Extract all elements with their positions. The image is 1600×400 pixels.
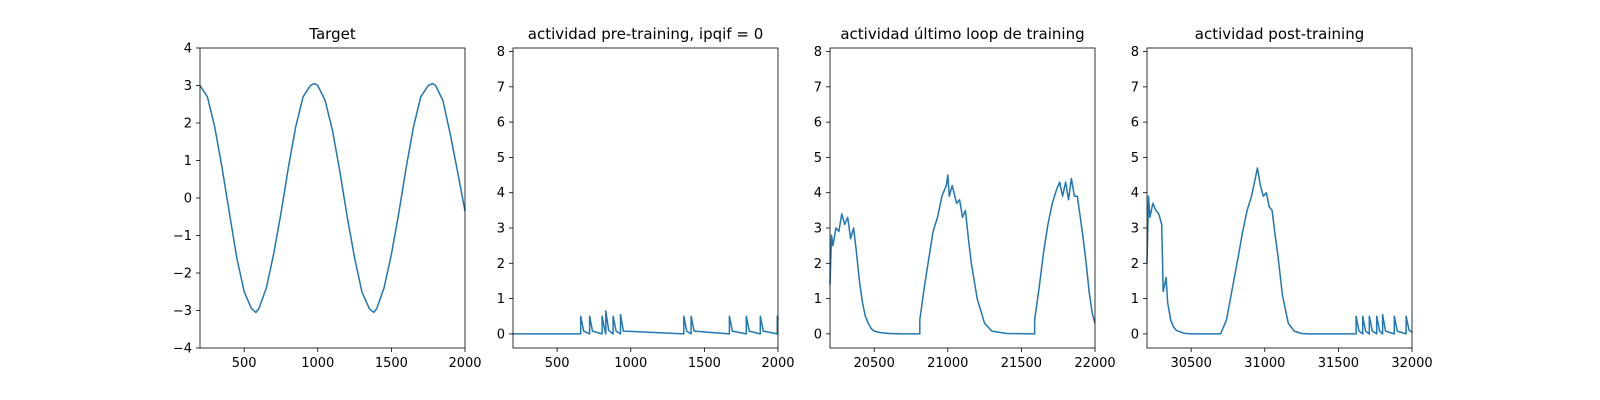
- y-tick-label: 1: [497, 292, 505, 307]
- y-tick-label: 3: [184, 79, 192, 94]
- x-tick-label: 1500: [688, 356, 721, 371]
- y-tick-label: 7: [497, 80, 505, 95]
- x-tick-label: 31500: [1318, 356, 1359, 371]
- y-tick-label: 4: [814, 186, 822, 201]
- axes-frame: [199, 47, 466, 349]
- y-tick-label: 2: [497, 257, 505, 272]
- x-tick-label: 500: [545, 356, 570, 371]
- y-tick-label: 0: [184, 192, 192, 207]
- panel-title: Target: [308, 25, 356, 43]
- y-tick-label: 8: [814, 45, 822, 60]
- x-tick-label: 1500: [375, 356, 408, 371]
- y-tick-label: −1: [173, 229, 192, 244]
- y-tick-label: 3: [814, 222, 822, 237]
- y-tick-label: −2: [173, 267, 192, 282]
- x-tick-label: 21500: [1001, 356, 1042, 371]
- y-tick-label: 0: [1131, 327, 1139, 342]
- series-line: [829, 174, 1096, 335]
- y-tick-label: 7: [814, 80, 822, 95]
- series-line: [513, 310, 779, 335]
- x-tick-label: 2000: [448, 356, 481, 371]
- x-tick-label: 1000: [614, 356, 647, 371]
- y-tick-label: 3: [497, 222, 505, 237]
- x-tick-label: 31000: [1244, 356, 1285, 371]
- y-tick-label: 1: [1131, 292, 1139, 307]
- y-tick-label: 5: [814, 151, 822, 166]
- panel-title: actividad pre-training, ipqif = 0: [528, 25, 764, 43]
- y-tick-label: 4: [1131, 186, 1139, 201]
- panel-target: Target 500 1000 1500 2000 −4 −3 −2 −1 0 1 2 3 4: [173, 25, 482, 371]
- x-tick-label: 500: [232, 356, 257, 371]
- axes-frame: [512, 47, 779, 349]
- x-tick-label: 22000: [1074, 356, 1115, 371]
- y-tick-label: 6: [1131, 116, 1139, 131]
- y-tick-label: −3: [173, 304, 192, 319]
- y-tick-label: 5: [1131, 151, 1139, 166]
- x-tick-label: 21000: [927, 356, 968, 371]
- panel-title: actividad último loop de training: [840, 25, 1084, 43]
- x-tick-label: 1000: [301, 356, 334, 371]
- series-line: [199, 82, 466, 314]
- panel-pre-training: actividad pre-training, ipqif = 0 500 1000…: [497, 25, 795, 371]
- y-tick-label: 1: [184, 154, 192, 169]
- y-tick-label: 2: [184, 117, 192, 132]
- y-tick-label: −4: [173, 342, 192, 357]
- y-tick-label: 5: [497, 151, 505, 166]
- y-tick-label: 8: [497, 45, 505, 60]
- x-tick-label: 32000: [1391, 356, 1432, 371]
- series-line: [1146, 167, 1413, 335]
- y-tick-label: 4: [497, 186, 505, 201]
- x-tick-label: 2000: [761, 356, 794, 371]
- y-tick-label: 3: [1131, 222, 1139, 237]
- y-tick-label: 2: [1131, 257, 1139, 272]
- y-tick-label: 2: [814, 257, 822, 272]
- y-tick-label: 7: [1131, 80, 1139, 95]
- y-tick-label: 1: [814, 292, 822, 307]
- panel-title: actividad post-training: [1195, 25, 1364, 43]
- y-tick-label: 6: [814, 116, 822, 131]
- axes-frame: [829, 47, 1096, 349]
- y-tick-label: 8: [1131, 45, 1139, 60]
- y-tick-label: 6: [497, 116, 505, 131]
- y-tick-label: 0: [814, 327, 822, 342]
- x-tick-label: 30500: [1170, 356, 1211, 371]
- axes-frame: [1146, 47, 1413, 349]
- x-tick-label: 20500: [853, 356, 894, 371]
- y-tick-label: 0: [497, 327, 505, 342]
- y-tick-label: 4: [184, 42, 192, 57]
